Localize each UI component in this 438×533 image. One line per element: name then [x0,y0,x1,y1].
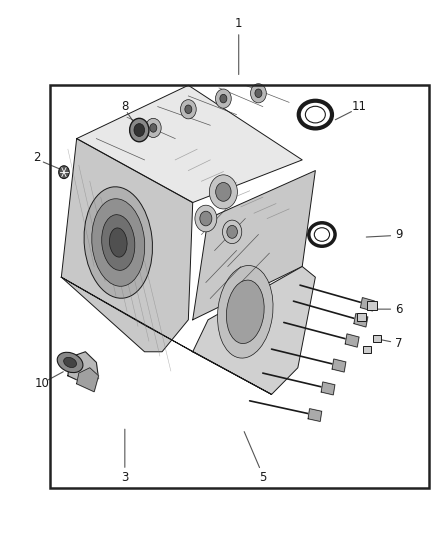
Ellipse shape [218,265,273,358]
Circle shape [150,124,157,132]
Polygon shape [68,352,99,385]
Ellipse shape [64,357,77,368]
Text: 7: 7 [395,337,403,350]
Polygon shape [193,171,315,320]
Bar [363,346,371,353]
Ellipse shape [84,187,152,298]
Circle shape [145,118,161,138]
Polygon shape [345,334,359,347]
Polygon shape [77,85,302,203]
Polygon shape [193,266,315,394]
Polygon shape [61,277,272,394]
Ellipse shape [110,228,127,257]
Circle shape [215,89,231,108]
Polygon shape [360,297,374,311]
Polygon shape [61,139,193,352]
Ellipse shape [92,199,145,286]
Circle shape [185,105,192,114]
Polygon shape [354,313,368,327]
Ellipse shape [226,280,264,344]
Text: 10: 10 [34,377,49,390]
Ellipse shape [57,352,83,373]
Bar [357,313,366,321]
Circle shape [200,211,212,226]
Text: 6: 6 [395,303,403,316]
Circle shape [130,118,149,142]
Circle shape [223,220,242,244]
Circle shape [134,124,145,136]
Bar [367,301,377,310]
Circle shape [220,94,227,103]
Bar [50,85,429,488]
Circle shape [195,205,217,232]
Text: 9: 9 [395,228,403,241]
Polygon shape [308,409,321,422]
Text: 1: 1 [235,18,243,30]
Text: 3: 3 [121,471,128,483]
Circle shape [215,182,231,201]
Polygon shape [77,368,99,392]
Circle shape [255,89,262,98]
Circle shape [209,175,237,209]
Circle shape [180,100,196,119]
Text: 2: 2 [33,151,41,164]
Circle shape [227,225,237,238]
Polygon shape [332,359,346,372]
Text: 5: 5 [259,471,266,483]
Text: 8: 8 [121,100,128,113]
Polygon shape [321,382,335,395]
Ellipse shape [102,215,135,270]
Text: 11: 11 [352,100,367,113]
Bar [373,335,381,342]
Circle shape [251,84,266,103]
Circle shape [59,166,69,179]
